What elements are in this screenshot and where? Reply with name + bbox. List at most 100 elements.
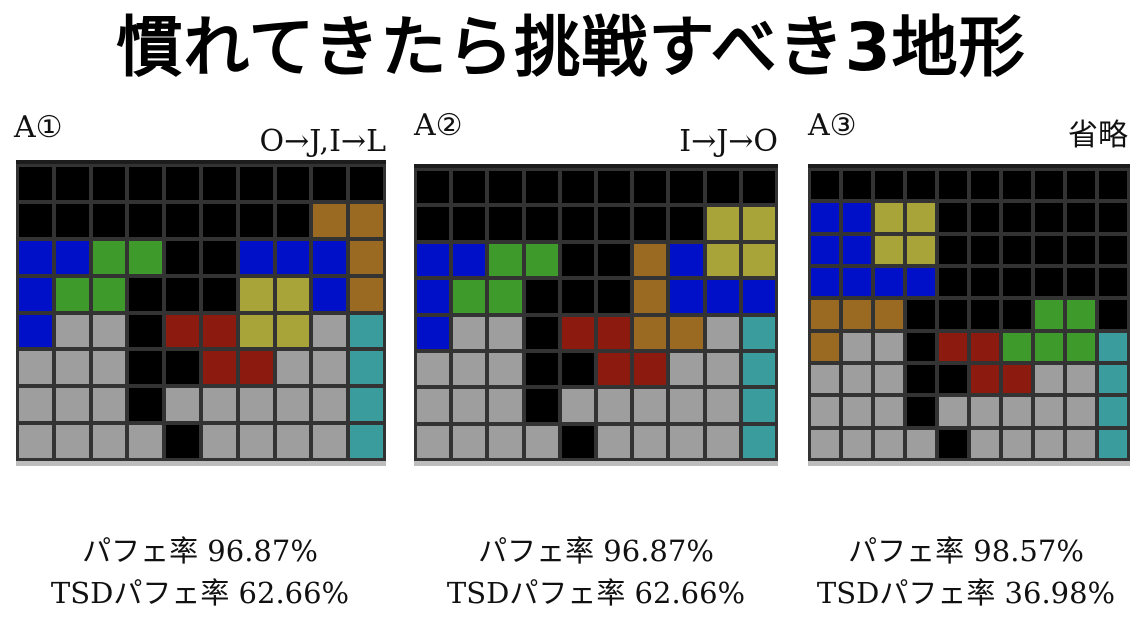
cell-empty [706, 171, 739, 204]
cell-garbage [55, 388, 89, 422]
perfect-clear-rate: パフェ率 96.87% [82, 534, 318, 568]
cell-empty [453, 207, 486, 240]
cell-orange [811, 332, 839, 361]
cell-garbage [525, 425, 558, 458]
cell-empty [1099, 203, 1127, 232]
cell-green [1003, 332, 1031, 361]
cell-green [129, 240, 163, 274]
cell-garbage [1003, 397, 1031, 426]
panel-label: A③ [808, 108, 857, 143]
cell-empty [939, 300, 967, 329]
cell-empty [489, 207, 522, 240]
cell-empty [129, 388, 163, 422]
cell-blue [453, 243, 486, 277]
cell-garbage [811, 397, 839, 426]
cell-garbage [670, 425, 703, 458]
cell-empty [129, 351, 163, 385]
cell-garbage [129, 425, 163, 458]
cell-garbage [971, 397, 999, 426]
cell-empty [166, 351, 199, 385]
cell-red [971, 332, 999, 361]
cell-blue [706, 280, 739, 313]
cell-red [634, 352, 667, 386]
cell-garbage [489, 425, 522, 458]
cell-green [55, 277, 89, 311]
cell-empty [875, 171, 903, 200]
cell-garbage [55, 425, 89, 458]
cell-cyan [742, 425, 775, 458]
cell-garbage [706, 425, 739, 458]
board-grid [414, 164, 778, 466]
cell-yellow [706, 207, 739, 240]
cell-garbage [875, 332, 903, 361]
cell-blue [313, 277, 347, 311]
cell-blue [239, 240, 273, 274]
cell-yellow [742, 243, 775, 277]
cell-empty [1099, 300, 1127, 329]
cell-empty [670, 207, 703, 240]
cell-garbage [417, 425, 450, 458]
cell-green [525, 243, 558, 277]
cell-empty [313, 167, 347, 200]
cell-red [561, 316, 594, 349]
stats: パフェ率 98.57% TSDパフェ率 36.98% [794, 530, 1138, 614]
cell-blue [417, 316, 450, 349]
cell-empty [202, 167, 236, 200]
cell-empty [1003, 268, 1031, 297]
cell-empty [525, 352, 558, 386]
cell-orange [634, 280, 667, 313]
cell-red [239, 351, 273, 385]
cell-garbage [417, 352, 450, 386]
cell-garbage [19, 388, 52, 422]
cell-blue [843, 268, 871, 297]
cell-garbage [166, 388, 199, 422]
cell-empty [971, 171, 999, 200]
cell-garbage [313, 314, 347, 348]
cell-yellow [239, 314, 273, 348]
cell-garbage [276, 351, 310, 385]
cell-empty [971, 235, 999, 264]
cell-garbage [276, 388, 310, 422]
cell-empty [1035, 268, 1063, 297]
tsd-perfect-clear-rate: TSDパフェ率 62.66% [50, 576, 350, 610]
cell-garbage [19, 425, 52, 458]
cell-blue [19, 240, 52, 274]
cell-empty [489, 171, 522, 204]
cell-garbage [843, 332, 871, 361]
cell-empty [1067, 171, 1095, 200]
cell-empty [1099, 268, 1127, 297]
cell-empty [939, 365, 967, 394]
cell-empty [939, 268, 967, 297]
cell-empty [525, 171, 558, 204]
cell-garbage [417, 389, 450, 422]
cell-green [489, 243, 522, 277]
cell-empty [129, 167, 163, 200]
cell-yellow [706, 243, 739, 277]
cell-garbage [811, 429, 839, 458]
page-title: 慣れてきたら挑戦すべき3地形 [116, 9, 1026, 86]
cell-empty [19, 203, 52, 237]
cell-empty [971, 268, 999, 297]
cell-empty [129, 203, 163, 237]
cell-garbage [971, 429, 999, 458]
cell-empty [92, 167, 126, 200]
cell-empty [276, 203, 310, 237]
tsd-perfect-clear-rate: TSDパフェ率 62.66% [446, 576, 746, 610]
cell-empty [561, 207, 594, 240]
cell-garbage [875, 397, 903, 426]
cell-green [92, 277, 126, 311]
cell-empty [971, 300, 999, 329]
cell-orange [811, 300, 839, 329]
cell-yellow [875, 203, 903, 232]
cell-orange [634, 316, 667, 349]
cell-garbage [55, 314, 89, 348]
cell-empty [417, 171, 450, 204]
cell-green [489, 280, 522, 313]
cell-empty [939, 235, 967, 264]
cell-empty [907, 397, 935, 426]
cell-yellow [276, 314, 310, 348]
panel-label: A② [414, 108, 463, 143]
cell-garbage [843, 397, 871, 426]
cell-blue [19, 277, 52, 311]
cell-blue [276, 240, 310, 274]
